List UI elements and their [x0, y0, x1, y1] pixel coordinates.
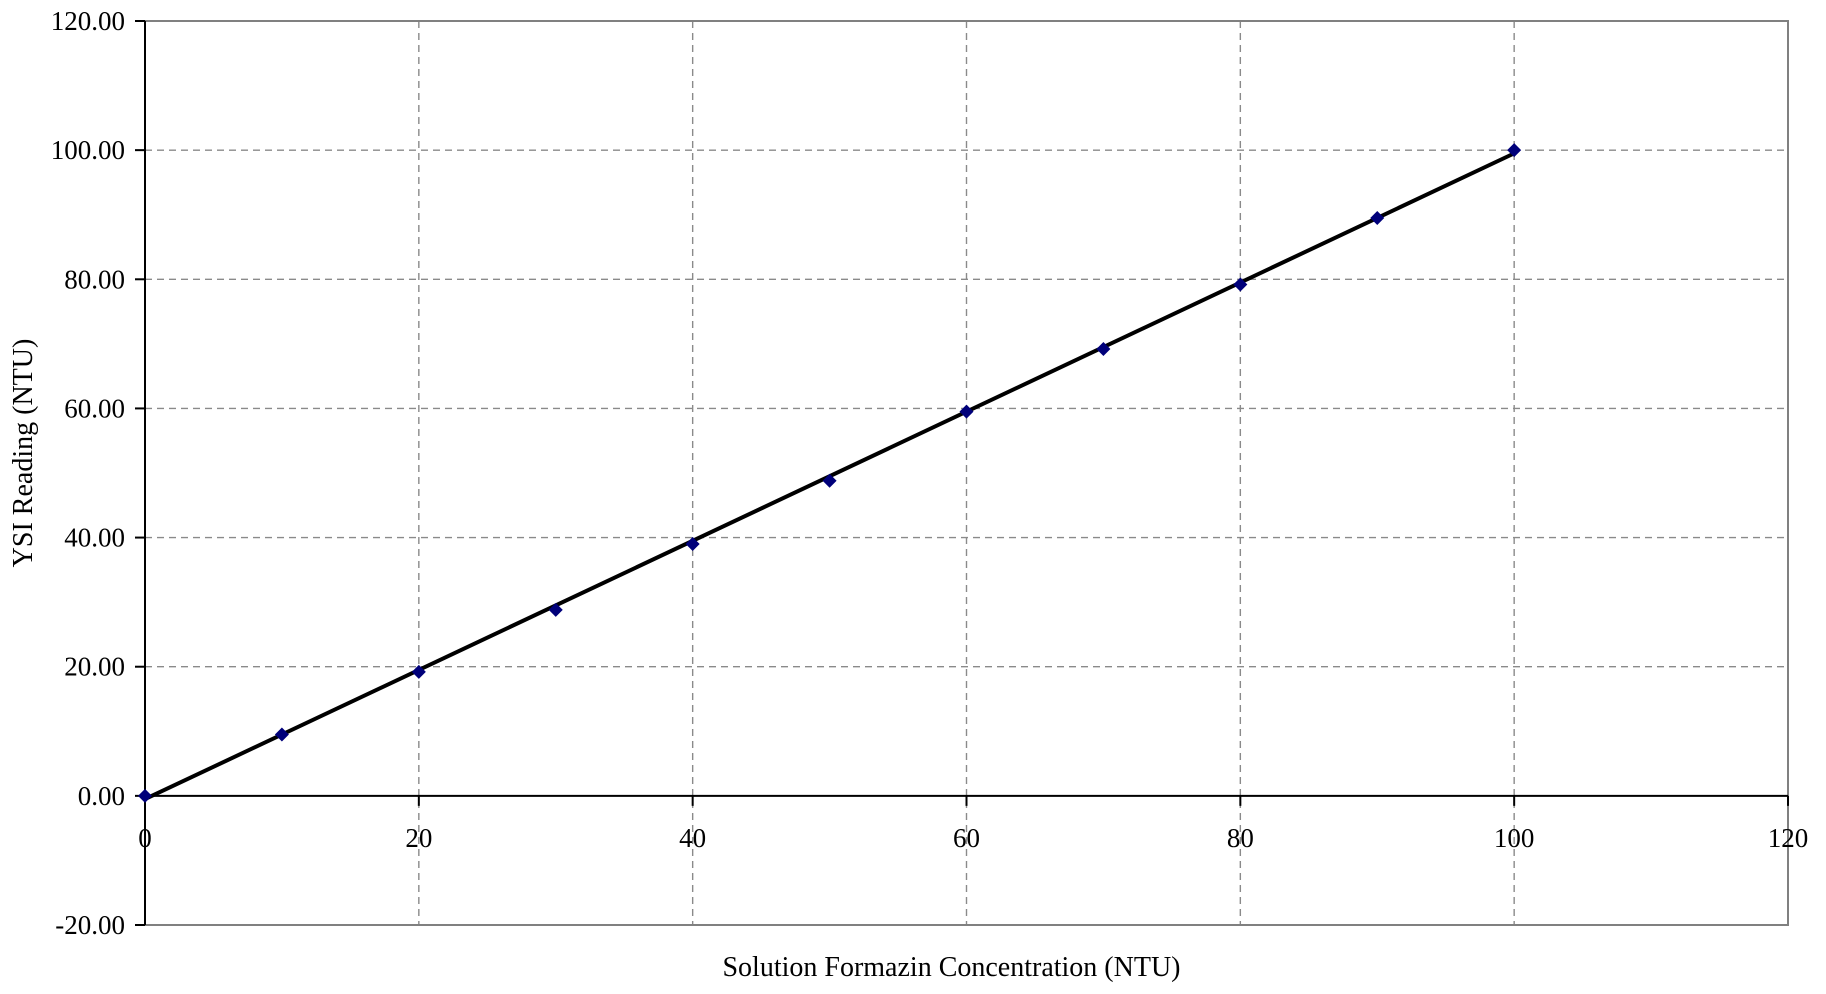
x-tick-label: 60 — [953, 823, 980, 853]
x-axis-title: Solution Formazin Concentration (NTU) — [722, 952, 1180, 983]
x-tick-label: 0 — [138, 823, 152, 853]
data-point — [822, 473, 837, 488]
data-point — [138, 788, 152, 803]
data-point — [548, 602, 563, 617]
y-tick-label: 20.00 — [64, 652, 125, 682]
data-point — [274, 727, 289, 742]
data-point — [411, 664, 426, 679]
grid-lines — [145, 21, 1788, 925]
data-point — [1370, 210, 1385, 225]
data-point — [959, 404, 974, 419]
data-point — [1096, 342, 1111, 357]
y-tick-label: 60.00 — [64, 393, 125, 423]
y-tick-label: 40.00 — [64, 523, 125, 553]
tick-labels: 0 20 40 60 80 100 120 -20.00 0.00 20.00 40.00 60.00… — [51, 6, 1809, 940]
y-tick-label: 120.00 — [51, 6, 125, 36]
data-point — [1233, 277, 1248, 292]
axes — [135, 20, 1789, 926]
data-point — [685, 537, 700, 552]
data-points — [138, 143, 1522, 803]
x-tick-label: 20 — [405, 823, 432, 853]
y-tick-label: 80.00 — [64, 264, 125, 294]
y-tick-label: 100.00 — [51, 135, 125, 165]
y-tick-label: -20.00 — [55, 910, 125, 940]
x-tick-label: 80 — [1227, 823, 1254, 853]
y-axis-title: YSI Reading (NTU) — [8, 339, 39, 568]
data-point — [1507, 143, 1522, 158]
y-tick-label: 0.00 — [78, 781, 125, 811]
x-tick-label: 100 — [1494, 823, 1535, 853]
x-tick-label: 40 — [679, 823, 706, 853]
x-tick-label: 120 — [1768, 823, 1809, 853]
